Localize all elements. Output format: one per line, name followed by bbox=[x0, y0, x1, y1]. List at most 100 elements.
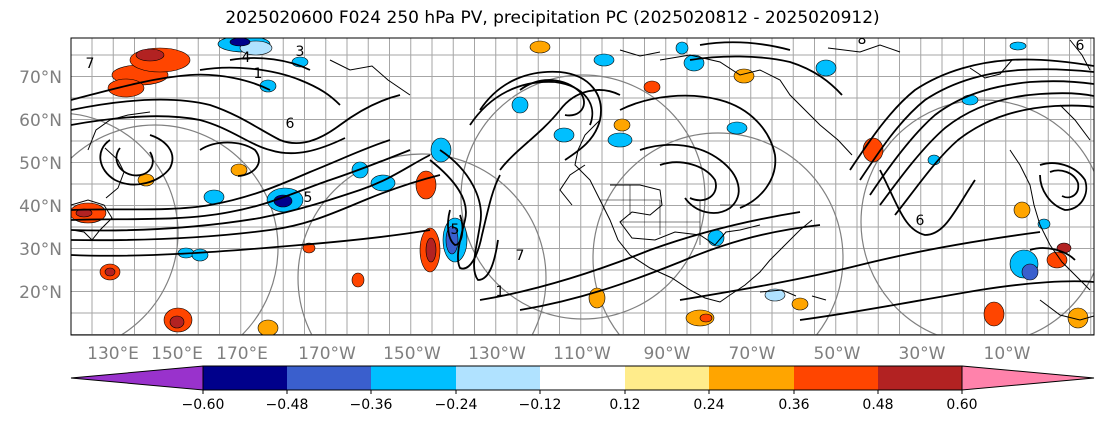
pv-contour bbox=[71, 149, 411, 221]
longitude-label: 130°W bbox=[468, 344, 526, 364]
pv-contour bbox=[1049, 169, 1080, 199]
colorbar-tick-label: −0.60 bbox=[182, 397, 225, 413]
pv-contour bbox=[71, 154, 431, 232]
pv-contour bbox=[869, 80, 1094, 196]
latitude-label: 60°N bbox=[19, 111, 62, 131]
pv-contour bbox=[894, 104, 1094, 216]
pv-contour-value-label: 7 bbox=[86, 56, 95, 72]
colorbar-segment bbox=[709, 366, 794, 390]
colorbar-extend-min bbox=[70, 365, 204, 391]
pv-contour bbox=[1029, 247, 1076, 261]
colorbar-tick-label: 0.36 bbox=[778, 397, 809, 413]
map-background bbox=[71, 38, 1094, 335]
coastline bbox=[659, 54, 853, 156]
colorbar-segment bbox=[287, 366, 371, 390]
pv-contour bbox=[99, 134, 174, 186]
latitude-axis: 70°N 60°N 50°N 40°N 30°N 20°N bbox=[19, 68, 62, 303]
pv-contour-value-label: 4 bbox=[242, 50, 251, 66]
latitude-label: 50°N bbox=[19, 154, 62, 174]
colorbar-frame bbox=[202, 365, 963, 391]
coastline bbox=[574, 119, 813, 303]
precip-pc-region bbox=[511, 96, 529, 114]
longitude-label: 110°W bbox=[553, 344, 611, 364]
pv-contour bbox=[639, 143, 740, 214]
precip-pc-region bbox=[726, 121, 748, 135]
pv-contour-value-label: 6 bbox=[286, 116, 295, 132]
pv-contour bbox=[479, 70, 602, 161]
pv-contour-value-label: 5 bbox=[451, 222, 460, 238]
precip-pc-region bbox=[191, 248, 209, 262]
range-circle bbox=[71, 124, 279, 335]
coastline bbox=[1009, 149, 1091, 291]
latitude-label: 40°N bbox=[19, 197, 62, 217]
coastline bbox=[759, 289, 797, 297]
pv-contour bbox=[115, 147, 154, 177]
pv-contour bbox=[439, 149, 499, 281]
pv-contour bbox=[699, 41, 791, 51]
pv-contour bbox=[469, 80, 594, 126]
longitude-label: 150°W bbox=[383, 344, 441, 364]
precip-pc-region bbox=[135, 48, 165, 62]
precip-pc-region bbox=[983, 301, 1005, 327]
precip-pc-region bbox=[1009, 41, 1027, 51]
coastline bbox=[559, 164, 586, 206]
longitude-label: 170°E bbox=[216, 344, 268, 364]
colorbar-segment bbox=[878, 366, 962, 390]
pv-contour bbox=[199, 141, 260, 177]
pv-contour bbox=[799, 280, 1094, 321]
longitude-label: 130°E bbox=[87, 344, 139, 364]
pv-contour bbox=[71, 115, 346, 155]
coastline bbox=[610, 184, 761, 246]
pv-contour-value-label: 3 bbox=[296, 44, 305, 60]
pv-contour-value-label: 7 bbox=[516, 248, 525, 264]
precip-pc-region bbox=[107, 78, 145, 98]
longitude-axis: 130°E 150°E 170°E 170°W 150°W 130°W 110°W 90°W 7… bbox=[87, 344, 1031, 364]
latitude-label: 70°N bbox=[19, 68, 62, 88]
map-title: 2025020600 F024 250 hPa PV, precipitatio… bbox=[225, 8, 880, 28]
longitude-label: 170°W bbox=[298, 344, 356, 364]
colorbar-tick-label: −0.12 bbox=[519, 397, 562, 413]
colorbar-tick-label: −0.48 bbox=[266, 397, 309, 413]
precip-pc-region bbox=[815, 59, 837, 77]
pv-contour bbox=[879, 92, 1094, 206]
colorbar-tick-label: −0.36 bbox=[350, 397, 393, 413]
latitude-label: 30°N bbox=[19, 240, 62, 260]
precip-pc-region bbox=[733, 68, 755, 84]
colorbar-tick-label: 0.48 bbox=[862, 397, 893, 413]
precip-pc-region bbox=[699, 313, 713, 323]
pv-contour bbox=[499, 89, 621, 171]
map-frame bbox=[70, 37, 1095, 336]
precip-pc-region bbox=[370, 174, 396, 192]
coastline bbox=[811, 295, 827, 301]
colorbar-segment bbox=[456, 366, 540, 390]
pv-contour bbox=[679, 231, 1041, 301]
coastline bbox=[619, 49, 661, 57]
precip-pc-region bbox=[351, 272, 365, 288]
precip-pc-region bbox=[203, 189, 225, 205]
longitude-label: 70°W bbox=[729, 344, 776, 364]
precip-pc-region bbox=[1021, 263, 1039, 281]
colorbar-segment bbox=[203, 366, 287, 390]
precip-pc-region bbox=[593, 53, 615, 67]
pv-contour bbox=[71, 73, 271, 101]
colorbar-extend-max bbox=[961, 365, 1095, 391]
precip-pc-region bbox=[104, 267, 116, 277]
pv-contour bbox=[199, 66, 341, 106]
colorbar-segment bbox=[794, 366, 878, 390]
longitude-label: 150°E bbox=[151, 344, 203, 364]
precip-pc-region bbox=[415, 170, 437, 200]
precip-pc-region bbox=[961, 94, 979, 106]
longitude-label: 90°W bbox=[644, 344, 691, 364]
range-circle bbox=[592, 132, 844, 335]
longitude-label: 50°W bbox=[814, 344, 861, 364]
precip-pc-region bbox=[425, 237, 437, 263]
pv-contour bbox=[229, 57, 311, 71]
pv-contour bbox=[879, 169, 976, 236]
pv-contour bbox=[479, 211, 801, 301]
precip-pc-region bbox=[791, 297, 809, 311]
range-circle bbox=[297, 153, 547, 335]
graticule bbox=[71, 38, 1094, 335]
pv-contour-value-label: 6 bbox=[1076, 38, 1085, 54]
